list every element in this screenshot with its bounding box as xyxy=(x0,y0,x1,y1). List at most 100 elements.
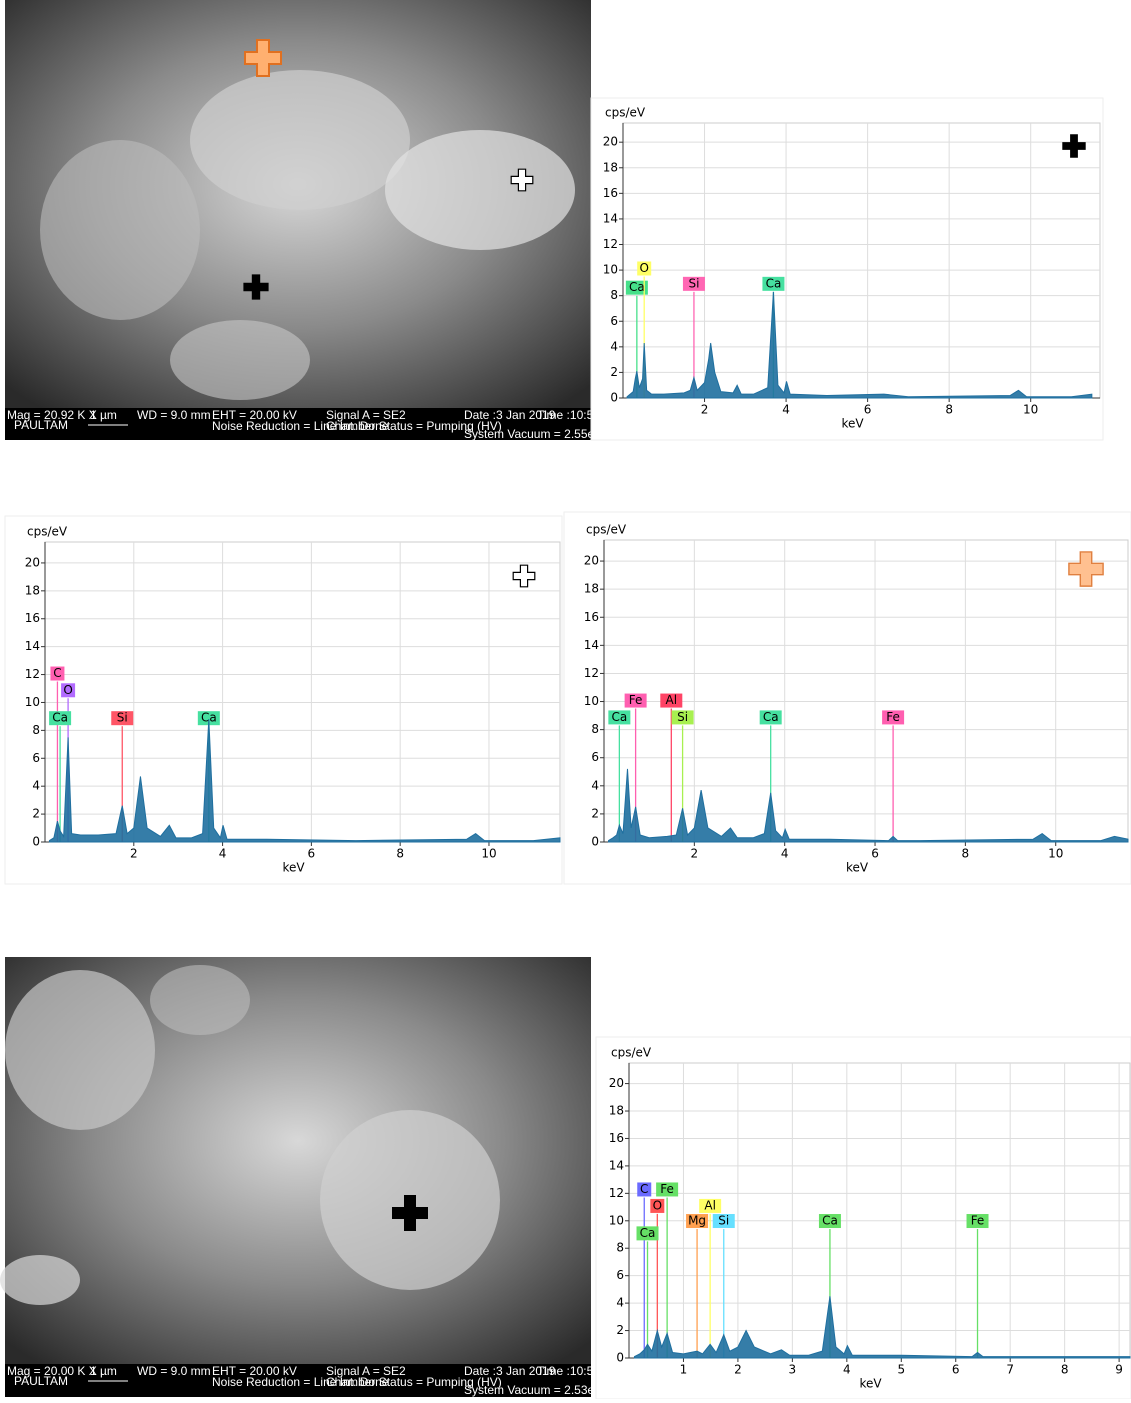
x-tick-label: 10 xyxy=(481,847,496,861)
y-tick-label: 16 xyxy=(603,186,618,200)
sem-info: EHT = 20.00 kV xyxy=(212,408,297,422)
element-label: Fe xyxy=(629,693,643,707)
element-label: Ca xyxy=(822,1214,838,1228)
element-label-box xyxy=(818,1214,841,1229)
element-label-box xyxy=(759,710,782,725)
element-label: Si xyxy=(117,711,128,725)
y-tick-label: 8 xyxy=(32,723,40,737)
element-label-box xyxy=(49,711,72,726)
x-axis-title: keV xyxy=(283,861,306,875)
x-tick-label: 6 xyxy=(864,403,872,417)
element-label-box xyxy=(61,683,76,698)
y-tick-label: 18 xyxy=(25,583,40,597)
element-label: C xyxy=(53,666,61,680)
y-tick-label: 14 xyxy=(25,639,40,653)
element-label: C xyxy=(640,1182,648,1196)
x-tick-label: 2 xyxy=(691,847,699,861)
element-label: Mg xyxy=(688,1214,706,1228)
plot-area xyxy=(603,539,1129,843)
element-label: Ca xyxy=(52,711,68,725)
spectrum xyxy=(48,719,561,843)
x-tick-label: 9 xyxy=(1115,1363,1123,1377)
sem-info: WD = 9.0 mm xyxy=(137,1364,211,1378)
element-label: Ca xyxy=(763,710,779,724)
element-label-box xyxy=(656,1182,679,1197)
x-tick-label: 6 xyxy=(308,847,316,861)
y-tick-label: 2 xyxy=(610,365,618,379)
sem-info: Chamber Status = Pumping (HV) xyxy=(326,419,502,433)
y-tick-label: 16 xyxy=(584,610,599,624)
x-axis-title: keV xyxy=(860,1377,883,1391)
y-tick-label: 10 xyxy=(584,694,599,708)
sem-info: Mag = 20.92 K X xyxy=(7,408,97,422)
element-label: Al xyxy=(666,693,678,707)
spectrum xyxy=(626,291,1093,399)
element-label-box xyxy=(608,710,631,725)
y-tick-label: 20 xyxy=(609,1076,624,1090)
y-tick-label: 16 xyxy=(25,611,40,625)
x-tick-label: 8 xyxy=(1061,1363,1069,1377)
element-label-box xyxy=(660,693,683,708)
element-label: Si xyxy=(677,710,688,724)
element-label-box xyxy=(625,280,648,295)
sem-info: PAULTAM xyxy=(14,1374,68,1388)
sem-info: WD = 9.0 mm xyxy=(137,408,211,422)
y-axis-title: cps/eV xyxy=(586,523,627,537)
y-tick-label: 4 xyxy=(610,339,618,353)
x-tick-label: 2 xyxy=(701,403,709,417)
y-tick-label: 12 xyxy=(584,666,599,680)
x-tick-label: 7 xyxy=(1006,1363,1014,1377)
y-tick-label: 18 xyxy=(603,160,618,174)
y-tick-label: 6 xyxy=(591,750,599,764)
element-label: Si xyxy=(688,276,699,290)
x-tick-label: 4 xyxy=(781,847,789,861)
sem-info: Chamber Status = Pumping (HV) xyxy=(326,1375,502,1389)
sem-info: EHT = 20.00 kV xyxy=(212,1364,297,1378)
element-label-box xyxy=(671,710,694,725)
element-label: O xyxy=(63,683,72,697)
spectrum xyxy=(633,1296,1131,1359)
y-tick-label: 14 xyxy=(584,638,599,652)
y-tick-label: 12 xyxy=(25,667,40,681)
element-label-box xyxy=(966,1214,989,1229)
y-tick-label: 0 xyxy=(591,835,599,849)
y-tick-label: 8 xyxy=(610,288,618,302)
y-tick-label: 2 xyxy=(32,807,40,821)
element-label-box xyxy=(682,276,705,291)
x-tick-label: 10 xyxy=(1048,847,1063,861)
sem-info: PAULTAM xyxy=(14,418,68,432)
y-tick-label: 18 xyxy=(609,1104,624,1118)
spectrum-chart: 0 2 4 6 8 10 12 14 16 18 20 2 4 6 8 10 cps/eV keV CO Ca Si Ca xyxy=(4,515,563,885)
y-tick-label: 6 xyxy=(616,1268,624,1282)
plot-area xyxy=(44,541,561,843)
y-axis-title: cps/eV xyxy=(611,1046,652,1060)
x-tick-label: 8 xyxy=(962,847,970,861)
element-label: O xyxy=(653,1198,662,1212)
y-tick-label: 8 xyxy=(591,722,599,736)
element-label: Ca xyxy=(629,280,645,294)
y-tick-label: 8 xyxy=(616,1241,624,1255)
y-tick-label: 0 xyxy=(32,835,40,849)
x-tick-label: 8 xyxy=(396,847,404,861)
x-tick-label: 6 xyxy=(952,1363,960,1377)
y-tick-label: 2 xyxy=(616,1323,624,1337)
sem-info: Date :3 Jan 2019 xyxy=(464,408,556,422)
x-tick-label: 2 xyxy=(734,1363,742,1377)
element-label-box xyxy=(712,1214,735,1229)
element-label: Al xyxy=(704,1198,716,1212)
sem-info: Noise Reduction = Line Int. Done xyxy=(212,419,389,433)
x-tick-label: 1 xyxy=(680,1363,688,1377)
element-label-box xyxy=(650,1198,665,1213)
sem-image xyxy=(5,0,591,440)
element-label: Si xyxy=(718,1214,729,1228)
y-tick-label: 18 xyxy=(584,582,599,596)
sem-info: Noise Reduction = Line Int. Done xyxy=(212,1375,389,1389)
element-label-box xyxy=(197,711,220,726)
y-tick-label: 20 xyxy=(25,555,40,569)
y-tick-label: 10 xyxy=(603,263,618,277)
y-tick-label: 14 xyxy=(609,1158,624,1172)
y-tick-label: 4 xyxy=(591,778,599,792)
y-axis-title: cps/eV xyxy=(605,106,646,120)
